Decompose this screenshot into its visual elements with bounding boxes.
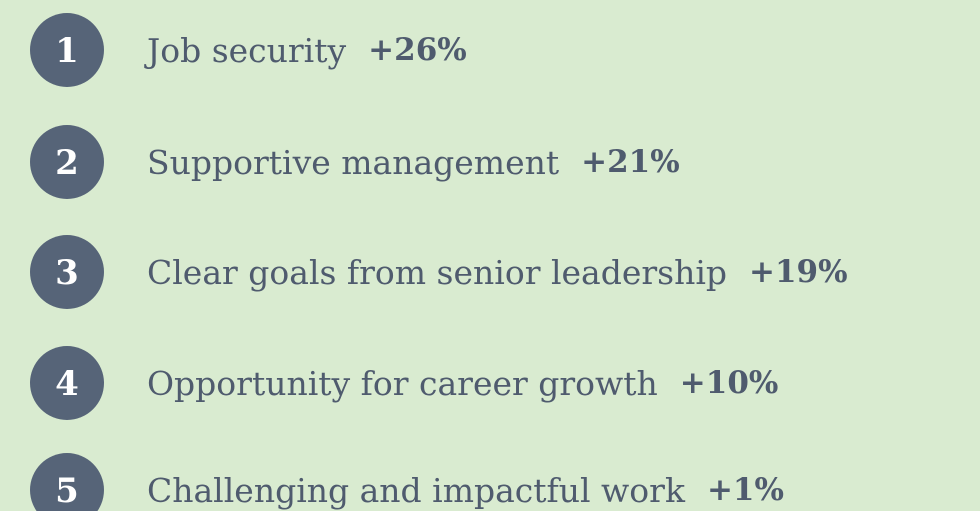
item-label: Supportive management — [147, 143, 559, 182]
item-label: Opportunity for career growth — [147, 364, 658, 403]
rank-number: 3 — [55, 253, 79, 293]
item-label: Job security — [144, 31, 347, 70]
rank-number: 4 — [55, 364, 79, 404]
list-item: 2 Supportive management +21% — [30, 125, 680, 199]
item-change: +26% — [368, 32, 467, 68]
rank-badge — [30, 125, 104, 199]
list-item: 4 Opportunity for career growth +10% — [30, 346, 778, 420]
item-text: Job security +26% — [144, 31, 467, 70]
item-label: Challenging and impactful work — [147, 471, 686, 510]
list-item: 5 Challenging and impactful work +1% — [30, 453, 784, 511]
list-item: 3 Clear goals from senior leadership +19% — [30, 235, 848, 309]
item-label: Clear goals from senior leadership — [147, 253, 727, 292]
rank-badge — [30, 346, 104, 420]
rank-badge — [30, 235, 104, 309]
rank-badge — [30, 13, 104, 87]
rank-number: 1 — [55, 31, 79, 71]
item-change: +1% — [707, 472, 784, 508]
item-text: Supportive management +21% — [147, 143, 680, 182]
list-item: 1 Job security +26% — [30, 13, 467, 87]
item-change: +19% — [749, 254, 848, 290]
item-text: Clear goals from senior leadership +19% — [147, 253, 848, 292]
item-change: +21% — [581, 144, 680, 180]
rank-number: 5 — [55, 471, 79, 511]
rank-number: 2 — [55, 143, 79, 183]
rank-badge — [30, 453, 104, 511]
item-text: Challenging and impactful work +1% — [147, 471, 784, 510]
item-text: Opportunity for career growth +10% — [147, 364, 778, 403]
item-change: +10% — [680, 365, 779, 401]
